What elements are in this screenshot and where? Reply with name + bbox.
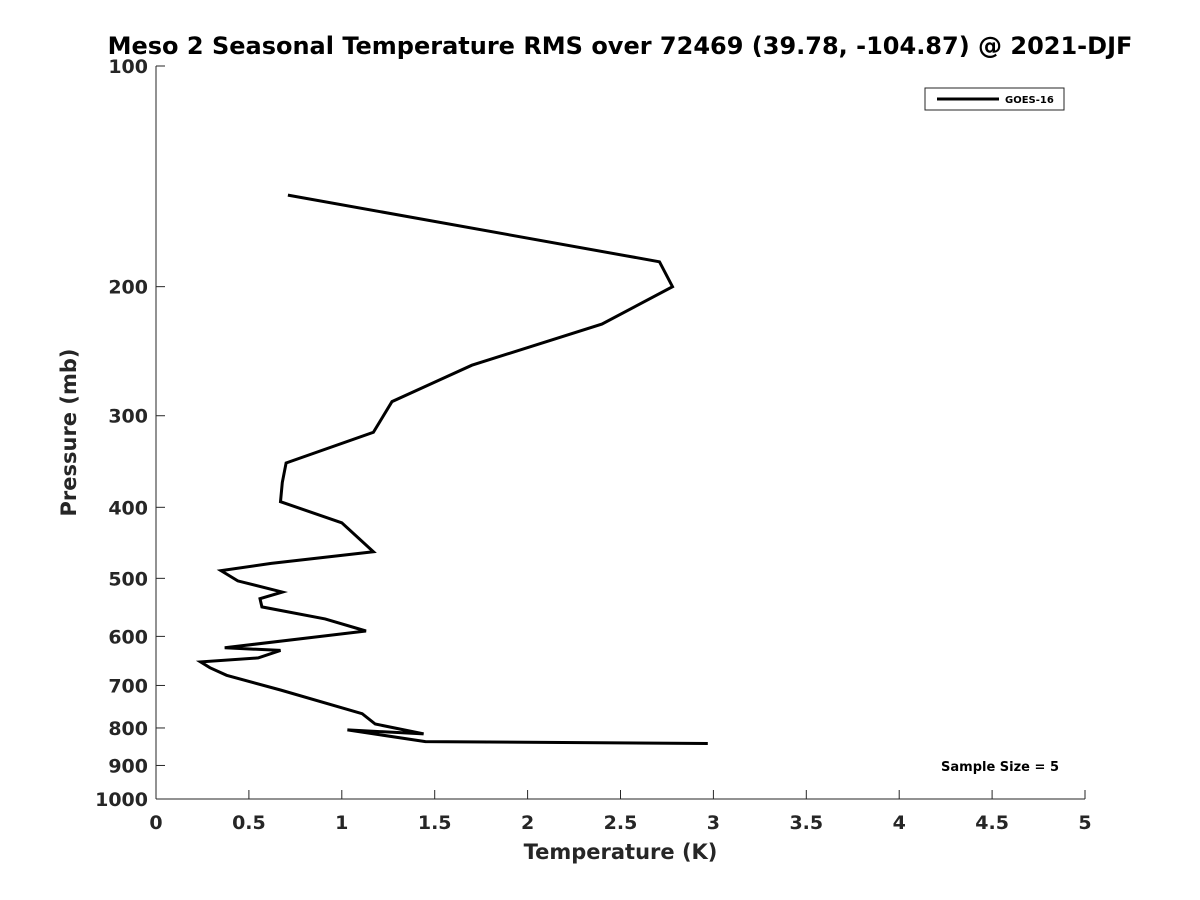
x-tick-label: 2.5 xyxy=(604,812,638,834)
y-tick-label: 200 xyxy=(108,277,148,299)
series-line-goes-16 xyxy=(195,193,708,745)
y-tick-label: 600 xyxy=(108,626,148,648)
y-tick-label: 900 xyxy=(108,755,148,777)
x-tick-label: 5 xyxy=(1078,812,1091,834)
x-tick-label: 0 xyxy=(149,812,162,834)
y-tick-label: 400 xyxy=(108,497,148,519)
y-axis-label: Pressure (mb) xyxy=(57,349,81,517)
x-ticks: 0 0.5 1 1.5 2 2.5 3 3.5 4 4.5 5 xyxy=(149,790,1092,834)
legend[interactable]: GOES-16 xyxy=(924,87,1065,111)
x-tick-label: 2 xyxy=(521,812,534,834)
x-tick-label: 3.5 xyxy=(789,812,823,834)
chart-title: Meso 2 Seasonal Temperature RMS over 724… xyxy=(108,32,1133,60)
y-ticks: 100 200 300 400 500 600 700 800 900 1000 xyxy=(95,56,165,811)
x-tick-label: 0.5 xyxy=(232,812,266,834)
y-tick-label: 700 xyxy=(108,675,148,697)
legend-label-goes-16: GOES-16 xyxy=(1005,95,1054,106)
axes xyxy=(155,66,1085,800)
x-tick-label: 4.5 xyxy=(975,812,1009,834)
x-tick-label: 3 xyxy=(707,812,720,834)
y-tick-label: 300 xyxy=(108,406,148,428)
sample-size-annotation: Sample Size = 5 xyxy=(941,760,1059,775)
y-tick-label: 800 xyxy=(108,718,148,740)
y-tick-label: 500 xyxy=(108,568,148,590)
series-layer xyxy=(195,193,708,745)
x-tick-label: 4 xyxy=(893,812,906,834)
y-tick-label: 100 xyxy=(108,56,148,78)
x-tick-label: 1 xyxy=(335,812,348,834)
x-axis-label: Temperature (K) xyxy=(524,840,718,864)
x-tick-label: 1.5 xyxy=(418,812,452,834)
y-tick-label: 1000 xyxy=(95,789,148,811)
